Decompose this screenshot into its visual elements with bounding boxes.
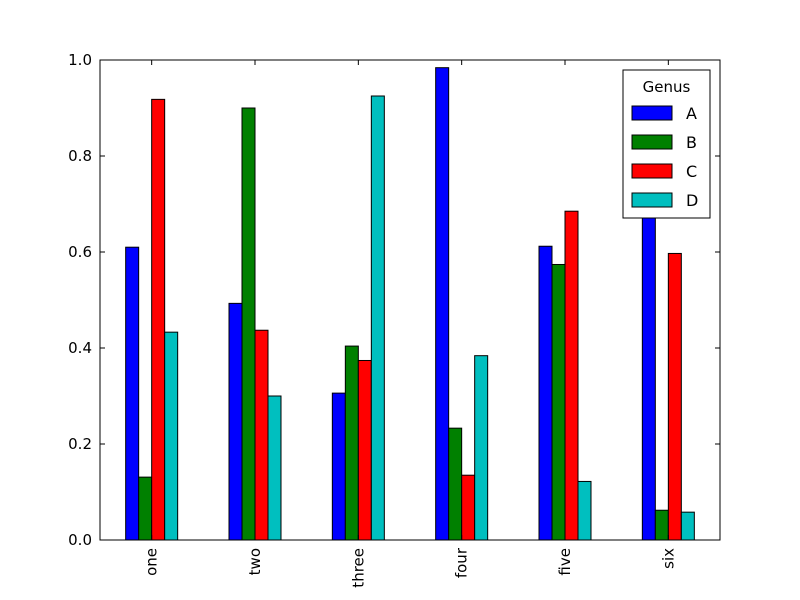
- bar-one-D: [164, 331, 179, 541]
- x-tick-label-two: two: [246, 548, 264, 575]
- legend-label-C: C: [686, 162, 697, 181]
- x-tick-label-one: one: [143, 548, 161, 576]
- y-tick-label: 1.0: [68, 51, 92, 69]
- legend-swatch-C: [631, 163, 673, 179]
- bar-five-D: [577, 480, 592, 541]
- bar-one-C: [151, 98, 166, 541]
- bar-three-C: [357, 359, 372, 541]
- bar-five-B: [551, 263, 566, 541]
- bar-two-B: [241, 107, 256, 541]
- x-tick-label-six: six: [659, 548, 677, 569]
- bar-six-A: [641, 177, 656, 541]
- bar-three-B: [344, 345, 359, 541]
- bar-six-C: [667, 252, 682, 541]
- bar-three-A: [331, 392, 346, 541]
- bar-five-C: [564, 210, 579, 541]
- legend-swatch-A: [631, 105, 673, 121]
- bar-four-C: [461, 474, 476, 541]
- bar-four-A: [435, 67, 450, 541]
- axes-group: 0.0 0.2 0.4 0.6 0.8 1.0 one two three four five six: [68, 51, 721, 588]
- x-tick-label-five: five: [556, 548, 574, 576]
- legend-label-D: D: [686, 191, 698, 210]
- bar-two-A: [228, 302, 243, 541]
- y-tick-label: 0.0: [68, 531, 92, 549]
- y-tick-label: 0.4: [68, 339, 92, 357]
- legend-label-B: B: [686, 133, 697, 152]
- legend-label-A: A: [686, 104, 697, 123]
- bar-three-D: [370, 95, 385, 541]
- bar-two-D: [267, 395, 282, 541]
- bar-four-B: [448, 427, 463, 541]
- bar-six-D: [680, 511, 695, 541]
- bar-one-B: [138, 476, 153, 541]
- x-tick-label-four: four: [453, 547, 471, 578]
- legend-swatch-D: [631, 192, 673, 208]
- bar-five-A: [538, 245, 553, 541]
- legend-swatch-B: [631, 134, 673, 150]
- x-tick-label-three: three: [349, 548, 367, 588]
- y-tick-label: 0.6: [68, 243, 92, 261]
- bar-one-A: [125, 246, 140, 541]
- plot-frame: [99, 59, 721, 541]
- legend-title: Genus: [643, 78, 691, 96]
- y-tick-label: 0.2: [68, 435, 92, 453]
- bar-two-C: [254, 329, 269, 541]
- y-tick-label: 0.8: [68, 147, 92, 165]
- bar-six-B: [654, 509, 669, 541]
- bar-four-D: [474, 355, 489, 541]
